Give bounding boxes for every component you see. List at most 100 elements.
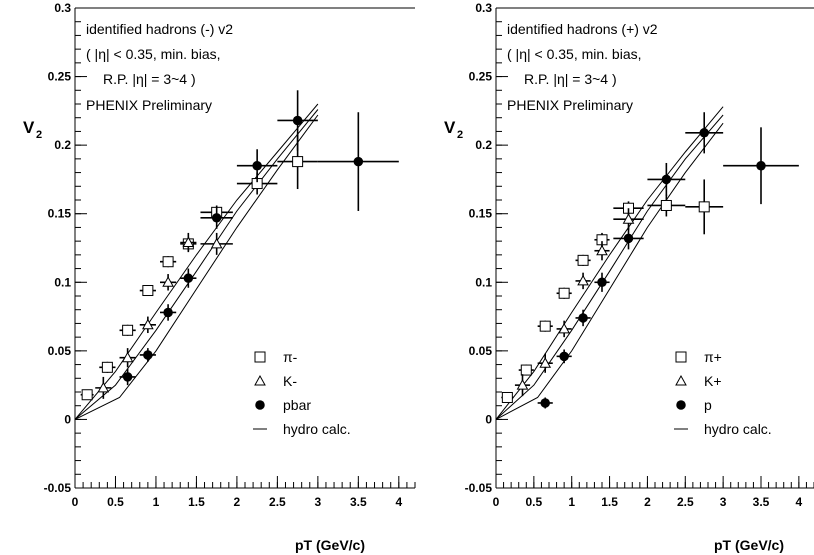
- x-tick-label: 4: [395, 495, 402, 509]
- y-tick-label: 0.25: [48, 70, 72, 84]
- data-point: [236, 149, 278, 183]
- y-axis-title-main: V: [444, 118, 456, 137]
- marker-triangle: [622, 213, 635, 224]
- legend-label: K+: [704, 373, 722, 389]
- data-point: [180, 232, 197, 253]
- data-point: [685, 179, 724, 235]
- data-point: [594, 241, 610, 261]
- marker-square: [577, 254, 589, 266]
- y-tick-label: 0.05: [469, 344, 493, 358]
- data-point: [139, 285, 156, 297]
- data-point: [99, 361, 116, 373]
- data-point: [647, 194, 686, 217]
- data-point: [119, 324, 136, 336]
- y-axis-title-sub: 2: [36, 129, 42, 141]
- marker-square: [142, 285, 154, 297]
- y-tick-label: 0.2: [475, 138, 492, 152]
- annotation-line: ( |η| < 0.35, min. bias,: [507, 46, 642, 62]
- marker-circle: [292, 115, 303, 126]
- marker-square: [558, 287, 570, 299]
- data-point: [160, 304, 177, 321]
- marker-circle: [578, 313, 588, 323]
- series-open-triangle: [514, 208, 644, 397]
- legend: π+ K+ p hydro calc.: [674, 349, 772, 437]
- data-point: [139, 348, 156, 362]
- marker-circle: [597, 277, 607, 288]
- legend-label: π+: [704, 349, 722, 365]
- marker-square: [254, 351, 266, 363]
- marker-triangle: [675, 374, 687, 386]
- data-point: [200, 232, 233, 255]
- y-tick-label: 0: [64, 412, 71, 426]
- data-point: [575, 272, 591, 290]
- data-point: [518, 364, 534, 376]
- marker-circle: [143, 350, 153, 360]
- x-tick-label: 0: [493, 495, 500, 509]
- x-tick-label: 1.5: [188, 495, 205, 509]
- marker-triangle: [210, 237, 223, 249]
- y-tick-label: -0.05: [465, 481, 493, 495]
- marker-circle: [661, 174, 672, 185]
- y-tick-label: 0.3: [475, 1, 492, 15]
- data-point: [556, 287, 572, 299]
- legend-label-hydro: hydro calc.: [704, 421, 772, 437]
- data-point: [501, 391, 514, 403]
- marker-square: [162, 256, 174, 268]
- annotation-line: identified hadrons (+) v2: [507, 21, 658, 37]
- marker-triangle: [182, 236, 195, 248]
- marker-circle: [163, 307, 173, 318]
- data-point: [180, 268, 197, 288]
- marker-square: [101, 361, 113, 373]
- annotation-line: identified hadrons (-) v2: [86, 21, 233, 37]
- data-point: [537, 397, 553, 409]
- marker-circle: [255, 400, 265, 410]
- data-point: [119, 348, 136, 368]
- marker-circle: [211, 213, 222, 223]
- hydro-curve: [74, 109, 319, 420]
- x-tick-label: 3: [315, 495, 322, 509]
- hydro-curve: [495, 122, 724, 420]
- marker-circle: [676, 400, 686, 410]
- data-point: [80, 389, 94, 401]
- y-tick-label: 0.1: [475, 275, 492, 289]
- marker-triangle: [121, 351, 134, 363]
- marker-circle: [122, 372, 133, 382]
- marker-triangle: [558, 322, 570, 334]
- marker-triangle: [162, 276, 174, 287]
- marker-square: [122, 324, 134, 336]
- y-tick-label: -0.05: [44, 481, 72, 495]
- series-filled-circle: [537, 112, 799, 409]
- marker-square: [81, 389, 93, 401]
- y-tick-label: 0.15: [48, 207, 72, 221]
- legend-label-hydro: hydro calc.: [283, 421, 351, 437]
- data-point: [119, 368, 136, 386]
- marker-circle: [756, 160, 766, 171]
- x-axis-title: pT (GeV/c): [295, 537, 365, 553]
- data-point: [723, 127, 799, 205]
- hydro-curve: [74, 103, 319, 420]
- x-tick-label: 2.5: [269, 495, 286, 509]
- hydro-curve: [74, 114, 319, 420]
- annotation-line: ( |η| < 0.35, min. bias,: [86, 46, 221, 62]
- x-tick-label: 0.5: [526, 495, 543, 509]
- marker-square: [675, 351, 687, 363]
- y-tick-label: 0.2: [54, 138, 71, 152]
- y-axis-title-sub: 2: [457, 129, 463, 141]
- marker-triangle: [596, 244, 608, 256]
- marker-circle: [559, 351, 569, 362]
- data-point: [537, 320, 553, 332]
- data-point: [613, 227, 644, 250]
- data-point: [139, 316, 156, 334]
- x-tick-label: 1.5: [601, 495, 618, 509]
- y-tick-label: 0.05: [48, 344, 72, 358]
- series-open-triangle: [95, 232, 233, 399]
- data-point: [95, 376, 112, 399]
- marker-circle: [183, 273, 194, 283]
- marker-square: [520, 364, 532, 376]
- data-point: [594, 272, 610, 292]
- legend-label: p: [704, 397, 712, 413]
- y-tick-label: 0.3: [54, 1, 71, 15]
